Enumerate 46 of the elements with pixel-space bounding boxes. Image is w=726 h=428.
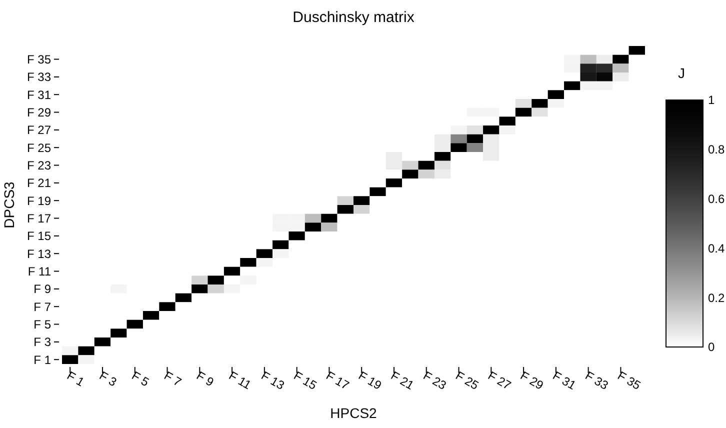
y-tick-label: F 1 bbox=[34, 352, 52, 367]
y-tick-label: F 5 bbox=[34, 317, 52, 332]
x-tick-label: F 9 bbox=[194, 368, 216, 390]
chart-title: Duschinsky matrix bbox=[292, 9, 415, 26]
y-tick-label: F 21 bbox=[26, 176, 52, 190]
x-axis-title: HPCS2 bbox=[330, 405, 378, 421]
color-bar-title: J bbox=[678, 65, 685, 81]
x-tick-label: F 17 bbox=[324, 368, 352, 393]
y-tick-label: F 7 bbox=[34, 300, 52, 314]
color-bar-label: 0.8 bbox=[708, 142, 726, 157]
x-tick-label: F 35 bbox=[615, 368, 644, 393]
y-axis-title: DPCS3 bbox=[1, 181, 17, 228]
x-tick-label: F 5 bbox=[129, 368, 152, 390]
y-tick-label: F 3 bbox=[34, 335, 52, 350]
color-bar-label: 0 bbox=[708, 340, 715, 354]
color-bar-label: 0.2 bbox=[708, 290, 726, 305]
x-tick-label: F 15 bbox=[291, 368, 320, 393]
x-tick-label: F 27 bbox=[486, 368, 514, 393]
y-tick-label: F 23 bbox=[26, 158, 52, 172]
y-tick-label: F 15 bbox=[26, 229, 52, 244]
y-tick-label: F 13 bbox=[26, 246, 52, 261]
x-tick-label: F 23 bbox=[420, 368, 449, 393]
y-tick-label: F 17 bbox=[26, 211, 52, 226]
y-tick-label: F 31 bbox=[26, 88, 52, 102]
x-tick-label: F 3 bbox=[96, 368, 120, 390]
y-tick-label: F 29 bbox=[26, 105, 52, 120]
y-tick-label: F 35 bbox=[26, 52, 52, 66]
y-tick-label: F 33 bbox=[26, 70, 52, 84]
color-bar-label: 0.4 bbox=[708, 241, 726, 256]
x-tick-label: F 31 bbox=[550, 368, 579, 393]
x-tick-label: F 11 bbox=[226, 368, 254, 392]
x-tick-label: F 21 bbox=[388, 368, 417, 393]
y-tick-label: F 25 bbox=[26, 140, 52, 155]
x-tick-label: F 25 bbox=[453, 368, 482, 393]
color-bar-label: 1 bbox=[708, 93, 715, 108]
y-tick-label: F 19 bbox=[26, 194, 52, 208]
x-tick-label: F 1 bbox=[64, 368, 87, 390]
color-bar-label: 0.6 bbox=[708, 192, 726, 206]
y-tick-label: F 9 bbox=[34, 282, 52, 296]
x-tick-label: F 19 bbox=[356, 368, 384, 393]
x-tick-label: F 33 bbox=[582, 368, 611, 393]
x-tick-label: F 29 bbox=[518, 368, 546, 393]
x-tick-label: F 13 bbox=[258, 368, 288, 393]
y-tick-label: F 27 bbox=[26, 123, 52, 138]
x-tick-label: F 7 bbox=[162, 368, 184, 390]
y-tick-label: F 11 bbox=[28, 264, 52, 278]
